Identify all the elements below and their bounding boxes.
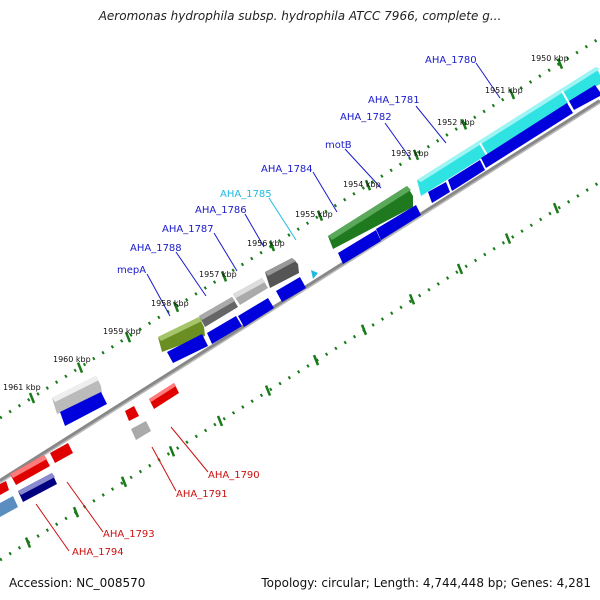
tick-mark (172, 301, 180, 313)
tick-mark (508, 88, 516, 100)
gene-label-AHA_1788[interactable]: AHA_1788 (130, 243, 182, 254)
tick-mark (504, 233, 512, 244)
gene-label-AHA_1781[interactable]: AHA_1781 (368, 95, 420, 106)
tick-mark (168, 445, 176, 457)
gene-feature-light-grey[interactable] (52, 376, 102, 414)
tick-mark (264, 385, 272, 396)
tick-label: 1951 kbp (485, 86, 523, 95)
tick-labels: 1950 kbp 1951 kbp 1952 kbp 1953 kbp 1954… (3, 54, 569, 392)
tick-label: 1960 kbp (53, 355, 91, 364)
gene-feature-AHA_1791[interactable] (131, 421, 151, 440)
tick-mark (24, 537, 32, 548)
tick-mark (312, 354, 320, 366)
gene-label-AHA_1782[interactable]: AHA_1782 (340, 112, 392, 123)
gene-feature-AHA_1794[interactable] (0, 496, 18, 517)
genome-summary-text: Topology: circular; Length: 4,744,448 bp… (261, 576, 591, 590)
gene-label-AHA_1785[interactable]: AHA_1785 (220, 189, 272, 200)
tick-label: 1954 kbp (343, 180, 381, 189)
gene-label-AHA_1786[interactable]: AHA_1786 (195, 205, 247, 216)
tick-label: 1959 kbp (103, 327, 141, 336)
features (0, 67, 600, 517)
accession-text: Accession: NC_008570 (9, 576, 146, 590)
tick-mark (76, 362, 84, 374)
tick-mark (360, 324, 368, 336)
tick-label: 1958 kbp (151, 299, 189, 308)
tick-mark (552, 202, 560, 214)
tick-mark (408, 293, 416, 305)
gene-label-lines (35, 62, 501, 552)
tick-mark (556, 58, 564, 70)
cds-reverse-track (0, 383, 179, 495)
cds-forward-track (60, 85, 600, 426)
tick-mark (220, 270, 228, 282)
tick-mark (124, 331, 132, 343)
tick-label: 1952 kbp (437, 118, 475, 127)
tick-mark (268, 240, 276, 252)
tick-marks (24, 58, 564, 548)
tick-label: 1956 kbp (247, 239, 285, 248)
tick-label: 1953 kbp (391, 149, 429, 158)
inner-dotted-ring (0, 180, 600, 562)
gene-feature-cyan[interactable] (417, 67, 600, 196)
tick-mark (72, 506, 80, 518)
gene-label-AHA_1784[interactable]: AHA_1784 (261, 164, 313, 175)
gene-feature-grey-1[interactable] (265, 258, 299, 288)
tick-mark (316, 210, 324, 222)
tick-mark (216, 415, 224, 427)
genome-backbone (0, 99, 600, 484)
map-title: Aeromonas hydrophila subsp. hydrophila A… (98, 9, 502, 23)
gene-label-AHA_1791[interactable]: AHA_1791 (176, 489, 228, 500)
tick-label: 1961 kbp (3, 383, 41, 392)
tick-mark (28, 392, 36, 404)
tick-label: 1955 kbp (295, 210, 333, 219)
tick-mark (460, 118, 468, 130)
tick-mark (120, 476, 128, 488)
gene-feature-AHA_1785[interactable] (311, 270, 318, 279)
tick-mark (364, 179, 372, 191)
gene-labels: AHA_1780 AHA_1781 AHA_1782 motB AHA_1784… (72, 55, 477, 558)
tick-label: 1957 kbp (199, 270, 237, 279)
gene-label-AHA_1790[interactable]: AHA_1790 (208, 470, 260, 481)
gene-feature-olive[interactable] (158, 317, 205, 352)
tick-mark (412, 149, 420, 161)
tick-label: 1950 kbp (531, 54, 569, 63)
gene-label-mepA[interactable]: mepA (117, 265, 146, 276)
gene-label-AHA_1793[interactable]: AHA_1793 (103, 529, 155, 540)
gene-label-motB[interactable]: motB (325, 140, 352, 151)
gene-label-AHA_1787[interactable]: AHA_1787 (162, 224, 214, 235)
tick-mark (456, 263, 464, 275)
gene-feature-cyan-top (417, 67, 600, 182)
gene-label-AHA_1780[interactable]: AHA_1780 (425, 55, 477, 66)
gene-label-AHA_1794[interactable]: AHA_1794 (72, 547, 124, 558)
